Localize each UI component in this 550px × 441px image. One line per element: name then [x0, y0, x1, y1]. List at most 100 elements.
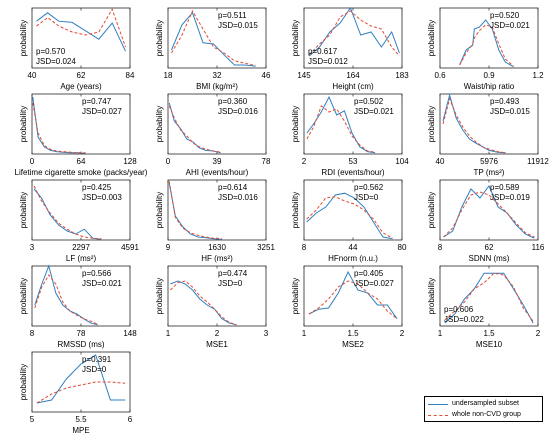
stat-p-value: p=0.617	[308, 47, 338, 56]
stat-jsd-value: JSD=0	[82, 365, 107, 374]
x-axis-label: Age (years)	[60, 82, 102, 91]
x-tick-label: 44	[349, 243, 358, 252]
x-tick-label: 1630	[208, 243, 226, 252]
series-line-subset	[459, 19, 514, 68]
x-tick-label: 1	[438, 329, 443, 338]
x-axis-label: Lifetime cigarette smoke (packs/year)	[15, 168, 148, 177]
series-line-whole	[33, 185, 102, 240]
plot-area	[303, 265, 403, 327]
stat-p-value: p=0.520	[490, 11, 520, 20]
series-line-whole	[308, 10, 400, 57]
stat-jsd-value: JSD=0.027	[354, 279, 394, 288]
y-axis-label: probability	[19, 106, 28, 142]
stat-p-value: p=0.511	[218, 11, 247, 20]
x-axis-label: TP (ms²)	[474, 168, 505, 177]
plot-area	[303, 179, 403, 241]
stat-jsd-value: JSD=0.027	[82, 107, 122, 116]
x-tick-label: 4591	[121, 243, 139, 252]
x-tick-label: 39	[213, 157, 222, 166]
x-tick-label: 6	[128, 415, 133, 424]
panel-2: 18 32 46 probability BMI (kg/m²) p=0.511JSD=0…	[155, 7, 271, 91]
x-tick-label: 2	[302, 157, 307, 166]
stat-jsd-value: JSD=0.016	[218, 107, 258, 116]
panel-5: 0 64 128 probability Lifetime cigarette smok…	[15, 93, 148, 177]
series-line-whole	[36, 381, 126, 404]
stat-p-value: p=0.570	[36, 47, 66, 56]
x-tick-label: 0	[166, 157, 171, 166]
x-tick-label: 8	[302, 243, 307, 252]
series-line-whole	[32, 102, 86, 154]
series-line-whole	[34, 274, 98, 325]
x-axis-label: HF (ms²)	[201, 254, 233, 263]
x-tick-label: 0.6	[434, 71, 446, 80]
stat-jsd-value: JSD=0.003	[82, 193, 122, 202]
legend: undersampled subset whole non-CVD group	[424, 396, 543, 422]
plot-area	[31, 7, 131, 69]
panel-4: 0.6 0.9 1.2 probability Waist/hip ratio p=0.5…	[427, 7, 544, 91]
plot-area	[167, 179, 267, 241]
y-axis-label: probability	[155, 20, 164, 56]
series-line-whole	[444, 272, 534, 322]
x-tick-label: 104	[395, 157, 409, 166]
panel-1: 40 62 84 probability Age (years) p=0.570JSD=0…	[19, 7, 135, 91]
series-line-subset	[168, 102, 221, 154]
plot-area	[31, 265, 131, 327]
x-axis-label: SDNN (ms)	[469, 254, 510, 263]
panel-3: 145 164 183 probability Height (cm) p=0.617JS…	[291, 6, 409, 91]
stat-jsd-value: JSD=0.021	[82, 279, 122, 288]
y-axis-label: probability	[427, 278, 436, 314]
x-tick-label: 53	[349, 157, 358, 166]
y-axis-label: probability	[291, 106, 300, 142]
series-line-whole	[168, 181, 223, 240]
series-line-whole	[308, 280, 398, 320]
panel-8: 40 5976 11912 probability TP (ms²) p=0.493JSD…	[427, 93, 549, 177]
plot-area	[439, 7, 539, 69]
stat-p-value: p=0.493	[490, 97, 520, 106]
series-line-subset	[308, 270, 398, 320]
y-axis-label: probability	[19, 278, 28, 314]
stat-p-value: p=0.566	[82, 269, 112, 278]
x-axis-label: Waist/hip ratio	[464, 82, 515, 91]
y-axis-label: probability	[155, 192, 164, 228]
stat-p-value: p=0.606	[444, 305, 474, 314]
x-tick-label: 5	[30, 415, 35, 424]
series-line-subset	[36, 354, 126, 404]
x-tick-label: 18	[164, 71, 173, 80]
x-tick-label: 2	[215, 329, 220, 338]
plot-area	[167, 7, 267, 69]
x-tick-label: 11912	[527, 157, 549, 166]
stat-jsd-value: JSD=0.021	[490, 21, 530, 30]
series-line-subset	[442, 93, 506, 154]
x-tick-label: 8	[438, 243, 443, 252]
panel-11: 8 44 80 probability HFnorm (n.u.) p=0.562JSD=…	[291, 179, 407, 263]
y-axis-label: probability	[291, 278, 300, 314]
stat-jsd-value: JSD=0	[218, 279, 243, 288]
x-tick-label: 62	[485, 243, 494, 252]
plot-area	[31, 93, 131, 155]
x-tick-label: 3	[30, 243, 35, 252]
x-tick-label: 84	[126, 71, 135, 80]
plot-area	[303, 7, 403, 69]
y-axis-label: probability	[427, 106, 436, 142]
x-tick-label: 9	[166, 243, 171, 252]
x-tick-label: 1	[302, 329, 307, 338]
y-axis-label: probability	[427, 20, 436, 56]
x-axis-label: RMSSD (ms)	[57, 340, 104, 349]
x-tick-label: 40	[436, 157, 445, 166]
stat-p-value: p=0.391	[82, 355, 112, 364]
series-line-whole	[306, 105, 376, 153]
x-tick-label: 164	[346, 71, 360, 80]
stat-p-value: p=0.405	[354, 269, 384, 278]
series-line-subset	[170, 280, 237, 326]
x-tick-label: 0.9	[483, 71, 495, 80]
plot-area	[167, 265, 267, 327]
stat-jsd-value: JSD=0.022	[444, 315, 484, 324]
x-tick-label: 145	[297, 71, 311, 80]
series-line-whole	[443, 191, 535, 238]
panel-12: 8 62 116 probability SDNN (ms) p=0.589JSD=0.0…	[427, 179, 545, 263]
panel-6: 0 39 78 probability AHI (events/hour) p=0.360…	[155, 93, 271, 177]
stat-p-value: p=0.562	[354, 183, 384, 192]
y-axis-label: probability	[155, 278, 164, 314]
